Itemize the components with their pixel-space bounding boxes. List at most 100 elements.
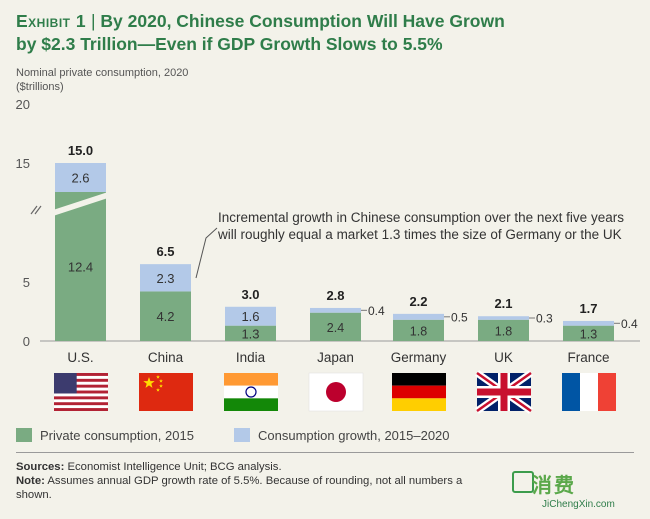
x-category-label: India bbox=[236, 350, 266, 365]
bar-segment-consumption-growth bbox=[563, 320, 614, 326]
us-flag-stripe bbox=[54, 378, 108, 382]
bar-value-label: 0.4 bbox=[368, 304, 385, 318]
germany-flag-icon bbox=[392, 373, 446, 411]
bar-segment-consumption-growth bbox=[393, 313, 444, 320]
bar-value-label: 4.2 bbox=[156, 309, 174, 324]
footer-divider bbox=[16, 452, 634, 453]
x-category-label: France bbox=[567, 350, 609, 365]
bar-segment-consumption-growth bbox=[55, 163, 106, 192]
japan-flag-disc bbox=[326, 382, 346, 402]
bar-segment-consumption-growth bbox=[478, 316, 529, 320]
title-text-1: By 2020, Chinese Consumption Will Have G… bbox=[100, 11, 505, 31]
us-flag-canton bbox=[54, 373, 77, 394]
bar-total-label: 15.0 bbox=[68, 143, 93, 158]
bar-total-label: 1.7 bbox=[579, 301, 597, 316]
note-text: Assumes annual GDP growth rate of 5.5%. … bbox=[47, 475, 463, 487]
us-flag-stripe bbox=[54, 396, 108, 400]
bar-value-label: 0.3 bbox=[536, 311, 553, 325]
y-tick-label: 0 bbox=[23, 334, 30, 349]
china-flag-star bbox=[143, 377, 155, 388]
bar-value-label: 1.8 bbox=[410, 324, 427, 338]
legend-item-consumption-growth: Consumption growth, 2015–2020 bbox=[234, 428, 450, 443]
india-flag-icon bbox=[224, 373, 278, 411]
uk-flag-icon bbox=[474, 370, 534, 414]
france-flag-stripe bbox=[580, 373, 598, 411]
exhibit-title: Exhibit 1 | By 2020, Chinese Consumption… bbox=[16, 10, 636, 56]
sources-line: Sources: Economist Intelligence Unit; BC… bbox=[16, 460, 536, 474]
bar-total-label: 2.1 bbox=[494, 296, 512, 311]
bar-value-label: 2.3 bbox=[156, 271, 174, 286]
x-category-label: U.S. bbox=[67, 350, 93, 365]
bar-segment-private-consumption bbox=[140, 291, 191, 341]
x-category-label: China bbox=[148, 350, 184, 365]
stacked-bar-chart: Nominal private consumption, 2020 ($trill… bbox=[16, 67, 640, 414]
legend-swatch-green bbox=[16, 428, 32, 442]
bar-value-label: 1.3 bbox=[241, 326, 259, 341]
note-line-2: shown. bbox=[16, 489, 52, 501]
title-line-2: by $2.3 Trillion—Even if GDP Growth Slow… bbox=[16, 34, 443, 54]
bar-value-label: 1.3 bbox=[580, 327, 597, 341]
bar-value-label: 1.8 bbox=[495, 324, 512, 338]
india-flag-wheel bbox=[245, 386, 257, 398]
annotation-text: will roughly equal a market 1.3 times th… bbox=[217, 227, 622, 242]
bar-value-label: 0.4 bbox=[621, 317, 638, 331]
y-axis-title: Nominal private consumption, 2020 bbox=[16, 67, 188, 79]
bar-segment-private-consumption bbox=[563, 325, 614, 341]
china-flag-star bbox=[159, 384, 163, 388]
x-category-label: Japan bbox=[317, 350, 354, 365]
japan-flag-icon bbox=[308, 372, 364, 412]
us-flag-stripe bbox=[54, 402, 108, 406]
india-flag-stripe bbox=[224, 373, 278, 386]
axis-break-mark bbox=[34, 205, 42, 215]
sources-label: Sources: bbox=[16, 461, 65, 473]
bar-total-label: 2.2 bbox=[409, 294, 427, 309]
annotation-pointer bbox=[195, 227, 218, 279]
watermark-logo-icon bbox=[512, 471, 534, 493]
france-flag-stripe bbox=[562, 373, 580, 411]
chart-footer: Sources: Economist Intelligence Unit; BC… bbox=[16, 460, 536, 502]
x-category-label: UK bbox=[494, 350, 513, 365]
bar-value-label: 1.6 bbox=[241, 309, 259, 324]
us-flag-stripe bbox=[54, 408, 108, 411]
legend-swatch-blue bbox=[234, 428, 250, 442]
bar-segment-private-consumption bbox=[55, 192, 106, 341]
bar-value-label: 12.4 bbox=[68, 260, 93, 275]
watermark-logo-text: 消费 bbox=[532, 475, 576, 497]
us-flag-icon bbox=[54, 373, 108, 411]
bar-total-label: 3.0 bbox=[241, 287, 259, 302]
bar-value-label: 0.5 bbox=[451, 310, 468, 324]
title-separator: | bbox=[90, 11, 96, 31]
exhibit-label: Exhibit 1 bbox=[16, 11, 87, 31]
note-label: Note: bbox=[16, 475, 45, 487]
bar-total-label: 2.8 bbox=[326, 288, 344, 303]
us-flag-stripe bbox=[54, 384, 108, 388]
us-flag-stripe bbox=[54, 390, 108, 394]
note-line: Note: Assumes annual GDP growth rate of … bbox=[16, 474, 536, 488]
legend-label-consumption-growth: Consumption growth, 2015–2020 bbox=[258, 428, 450, 443]
bar-segment-private-consumption bbox=[478, 319, 529, 341]
germany-flag-stripe bbox=[392, 385, 446, 399]
legend-item-private-consumption: Private consumption, 2015 bbox=[16, 428, 194, 443]
china-flag-star bbox=[156, 388, 160, 392]
france-flag-icon bbox=[562, 373, 616, 411]
india-flag-stripe bbox=[224, 398, 278, 411]
india-flag-stripe bbox=[224, 385, 278, 399]
uk-flag-cross-red bbox=[477, 388, 531, 396]
germany-flag-stripe bbox=[392, 373, 446, 386]
annotation-text: Incremental growth in Chinese consumptio… bbox=[218, 210, 624, 225]
us-flag-stripe bbox=[54, 373, 108, 376]
bar-segment-consumption-growth bbox=[140, 264, 191, 292]
bar-segment-private-consumption bbox=[310, 312, 361, 341]
y-tick-label: 15 bbox=[16, 156, 30, 171]
axis-break-mark bbox=[30, 205, 38, 215]
bar-segment-private-consumption bbox=[393, 319, 444, 341]
china-flag-star bbox=[156, 375, 160, 379]
legend-label-private-consumption: Private consumption, 2015 bbox=[40, 428, 194, 443]
china-flag-field bbox=[139, 373, 193, 411]
x-category-label: Germany bbox=[391, 350, 447, 365]
watermark-url: JiChengXin.com bbox=[542, 499, 615, 510]
bar-value-label: 2.6 bbox=[71, 171, 89, 186]
sources-text: Economist Intelligence Unit; BCG analysi… bbox=[67, 461, 282, 473]
bar-segment-consumption-growth bbox=[225, 306, 276, 326]
france-flag-stripe bbox=[598, 373, 616, 411]
